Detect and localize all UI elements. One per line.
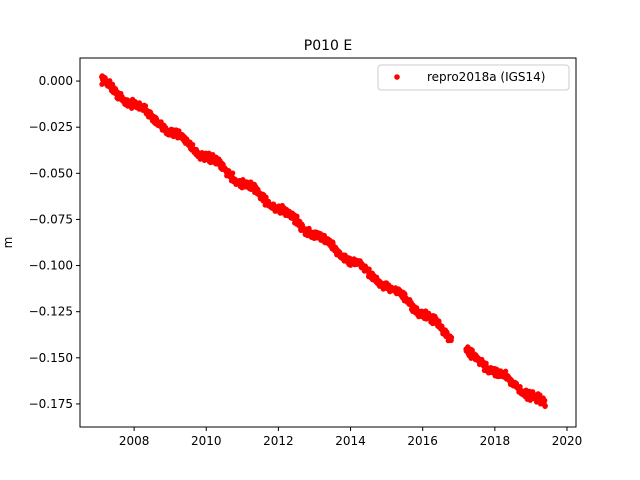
data-point (366, 266, 372, 272)
data-point (142, 103, 149, 109)
legend-box (377, 64, 570, 91)
legend-marker (394, 74, 400, 80)
data-points (99, 73, 548, 409)
data-point (503, 368, 509, 374)
y-tick-label: −0.050 (29, 166, 73, 180)
plot-area-frame (79, 57, 577, 428)
x-tick-label: 2012 (263, 434, 294, 448)
legend: repro2018a (IGS14) (377, 64, 570, 91)
y-tick-label: −0.075 (29, 212, 73, 226)
y-axis-label: m (1, 237, 15, 249)
y-tick-label: 0.000 (39, 74, 73, 88)
y-axis: 0.000 −0.025 −0.050 −0.075 −0.100 −0.125 −0.15… (29, 74, 80, 411)
y-tick-label: −0.175 (29, 397, 73, 411)
x-tick-label: 2010 (191, 434, 222, 448)
chart-title: P010 E (304, 38, 352, 54)
x-tick-label: 2016 (407, 434, 438, 448)
y-tick-label: −0.150 (29, 351, 73, 365)
y-tick-label: −0.025 (29, 120, 73, 134)
x-tick-label: 2018 (480, 434, 511, 448)
data-point (230, 170, 236, 176)
x-tick-label: 2020 (552, 434, 583, 448)
data-point (542, 403, 548, 409)
x-axis: 2008 2010 2012 2014 2016 2018 2020 (119, 427, 582, 448)
data-point (136, 100, 143, 106)
data-point (483, 360, 489, 366)
x-tick-label: 2014 (335, 434, 366, 448)
data-point (190, 141, 196, 148)
data-point (263, 194, 269, 200)
data-point (542, 397, 548, 404)
x-tick-label: 2008 (119, 434, 150, 448)
legend-label: repro2018a (IGS14) (427, 70, 545, 84)
data-point (517, 384, 523, 390)
y-tick-label: −0.100 (29, 259, 73, 273)
data-point (448, 334, 455, 341)
y-tick-label: −0.125 (29, 305, 73, 319)
